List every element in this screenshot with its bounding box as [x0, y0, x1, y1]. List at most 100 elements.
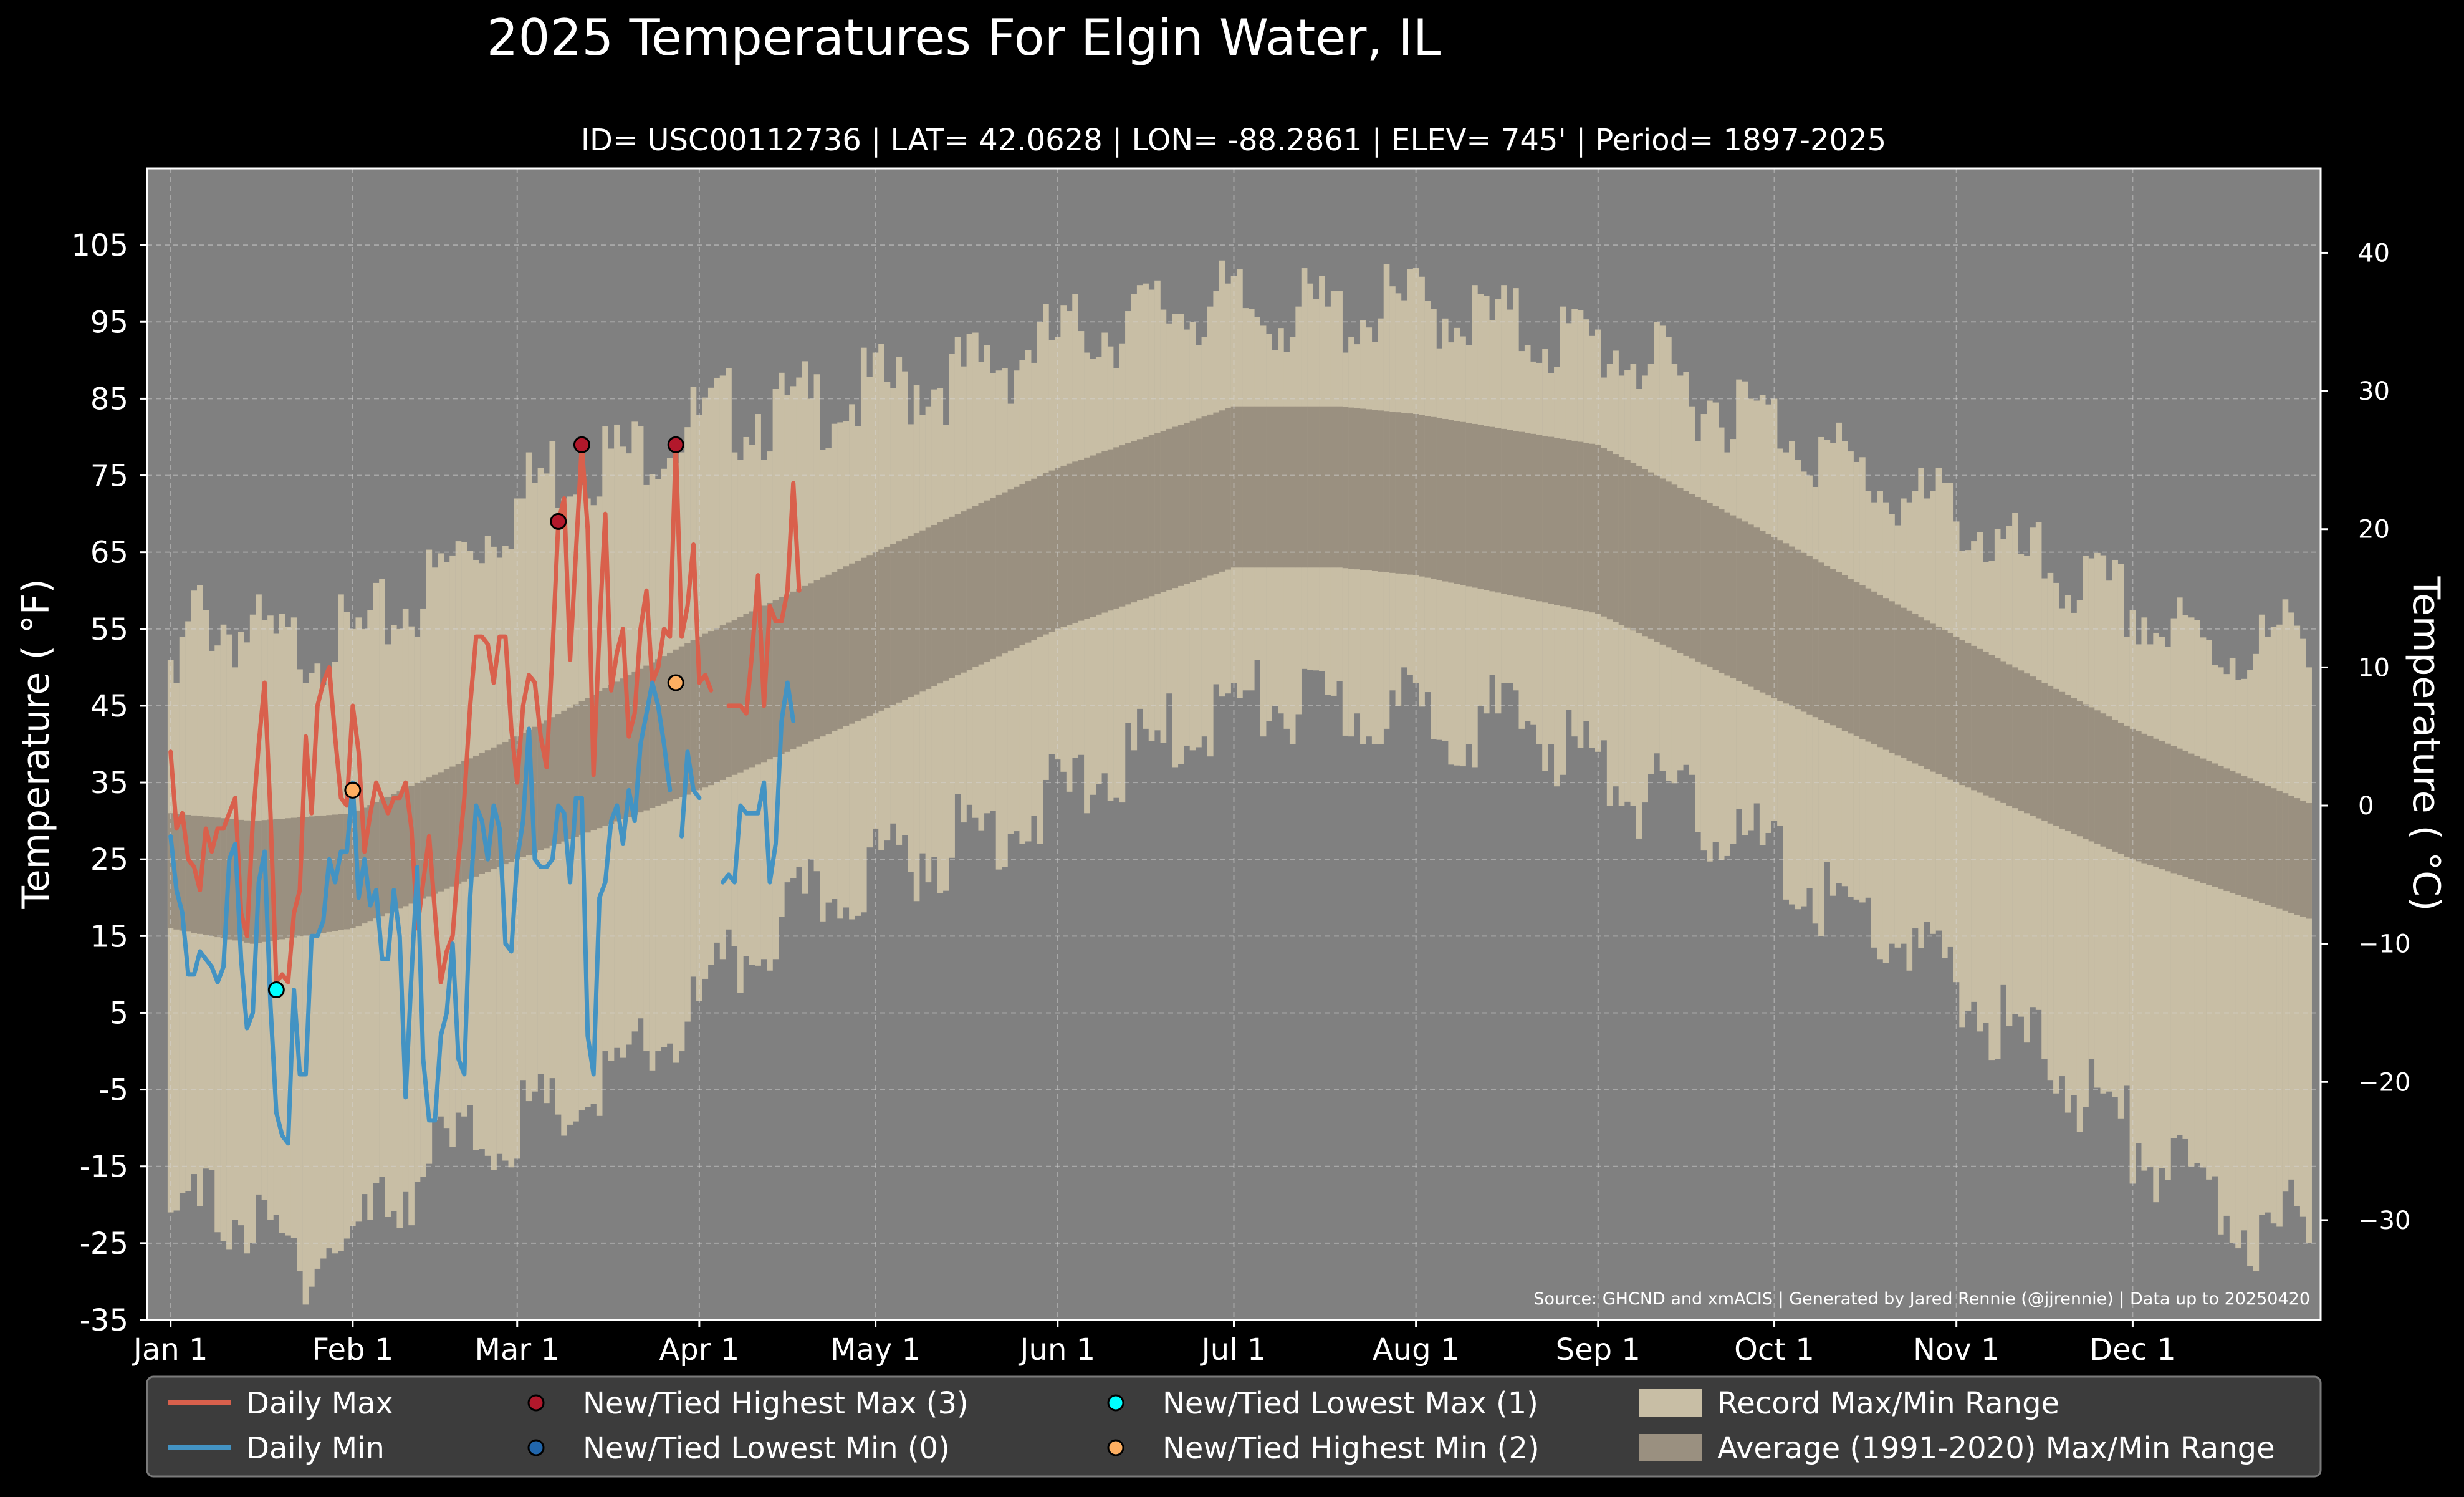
normal-range-bar	[502, 741, 509, 865]
normal-range-bar	[1800, 552, 1807, 712]
record-range-bar	[226, 634, 232, 1250]
normal-range-bar	[1560, 438, 1566, 607]
normal-range-bar	[214, 817, 221, 938]
normal-range-bar	[942, 519, 949, 681]
normal-range-bar	[1595, 445, 1601, 614]
normal-range-bar	[467, 758, 474, 879]
normal-range-bar	[1671, 484, 1678, 650]
series-lines	[168, 442, 802, 1146]
normal-range-bar	[1072, 461, 1078, 623]
normal-range-bar	[1119, 445, 1126, 607]
record-range-bar	[2294, 625, 2301, 1206]
legend-swatch-patch	[1639, 1389, 1702, 1417]
y-tick-label-right: −10	[2358, 930, 2410, 959]
normal-range-bar	[1571, 440, 1578, 609]
normal-range-bar	[1237, 406, 1243, 568]
normal-range-bar	[2247, 778, 2253, 899]
normal-range-bar	[825, 574, 832, 734]
record-range-bar	[2223, 674, 2230, 1216]
normal-range-bar	[1865, 588, 1872, 742]
normal-range-bar	[1283, 406, 1290, 568]
y-tick-label: 55	[90, 612, 128, 647]
normal-range-bar	[2223, 768, 2230, 892]
normal-range-bar	[1048, 470, 1055, 632]
normal-range-bar	[655, 659, 661, 806]
normal-range-bar	[2206, 761, 2212, 885]
normal-range-bar	[1371, 410, 1378, 571]
normal-range-bar	[1436, 418, 1443, 580]
normal-range-bar	[1095, 453, 1102, 615]
normal-range-bar	[2106, 716, 2112, 849]
normal-range-bar	[1548, 436, 1555, 604]
normal-range-bar	[1266, 406, 1272, 568]
normal-range-bar	[2194, 756, 2200, 882]
legend-label: New/Tied Highest Max (3)	[583, 1386, 969, 1421]
normal-range-bar	[2170, 746, 2177, 874]
y-tick-label: 75	[90, 459, 128, 494]
normal-range-bar	[285, 818, 291, 938]
normal-range-bar	[1812, 559, 1819, 718]
normal-range-bar	[2071, 698, 2077, 834]
normal-range-bar	[831, 572, 838, 731]
normal-range-bar	[890, 544, 896, 706]
x-tick-label: Dec 1	[2089, 1332, 2176, 1367]
record-range-bar	[408, 626, 415, 1226]
normal-range-bar	[1742, 521, 1748, 685]
normal-range-bar	[2299, 801, 2306, 917]
normal-range-bar	[1953, 637, 1960, 783]
record-range-bar	[244, 642, 251, 1254]
normal-range-bar	[1501, 428, 1507, 594]
normal-range-bar	[320, 815, 327, 933]
y-tick-label: 5	[109, 996, 128, 1031]
normal-range-bar	[819, 577, 826, 737]
normal-range-bar	[1677, 488, 1684, 653]
record-range-bar	[232, 667, 239, 1220]
normal-range-bar	[220, 818, 227, 938]
record-range-bar	[2165, 647, 2171, 1180]
y-tick-label-right: 40	[2358, 239, 2390, 267]
normal-range-bar	[2288, 796, 2294, 913]
normal-range-bar	[2182, 751, 2189, 877]
normal-range-bar	[1460, 421, 1466, 585]
normal-range-bar	[290, 817, 297, 938]
normal-range-bar	[1730, 515, 1737, 679]
normal-range-bar	[1542, 435, 1548, 603]
normal-range-bar	[978, 503, 985, 665]
y-tick-label: -25	[80, 1226, 128, 1261]
normal-range-bar	[1618, 456, 1625, 625]
normal-range-bar	[514, 736, 520, 860]
normal-range-bar	[1894, 604, 1901, 756]
record-range-bar	[2229, 657, 2236, 1243]
normal-range-bar	[767, 602, 773, 760]
normal-range-bar	[1107, 449, 1114, 611]
normal-range-bar	[1013, 486, 1020, 648]
normal-range-bar	[1278, 406, 1284, 568]
chart-subtitle: ID= USC00112736 | LAT= 42.0628 | LON= -8…	[581, 123, 1886, 158]
normal-range-bar	[1113, 447, 1119, 609]
normal-range-bar	[1125, 443, 1131, 605]
x-tick-label: Jun 1	[1018, 1332, 1095, 1367]
normal-range-bar	[1260, 406, 1267, 568]
normal-range-bar	[860, 557, 867, 719]
normal-range-bar	[2200, 758, 2207, 883]
normal-range-bar	[350, 813, 356, 929]
normal-range-bar	[2147, 736, 2154, 865]
record-range-bar	[2212, 665, 2218, 1177]
normal-range-bar	[203, 816, 209, 935]
normal-range-bar	[1707, 503, 1713, 667]
normal-range-bar	[714, 628, 720, 783]
normal-range-bar	[1818, 562, 1824, 720]
normal-range-bar	[1524, 433, 1531, 599]
normal-range-bar	[479, 753, 485, 874]
normal-range-bar	[2112, 720, 2118, 852]
normal-range-bar	[849, 563, 855, 724]
normal-range-bar	[1841, 575, 1848, 731]
normal-range-bar	[1971, 645, 1977, 791]
normal-range-bar	[1143, 436, 1149, 599]
legend-label: Daily Min	[246, 1431, 385, 1466]
record-range-bar	[332, 662, 338, 1254]
normal-range-bar	[1230, 406, 1237, 568]
normal-range-bar	[1090, 455, 1096, 617]
normal-range-bar	[461, 761, 467, 882]
normal-range-bars	[167, 406, 2312, 944]
